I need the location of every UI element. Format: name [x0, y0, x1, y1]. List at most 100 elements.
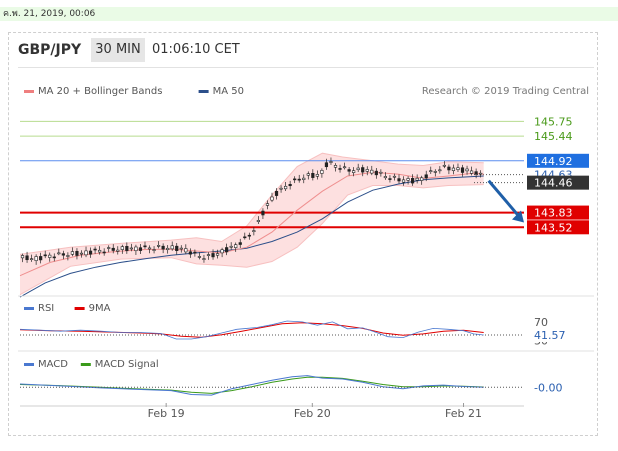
candle-body: [469, 170, 474, 174]
candle-body: [356, 167, 360, 171]
candle-body: [415, 177, 419, 181]
candle-body: [111, 247, 115, 251]
candle-body: [352, 170, 356, 173]
candle-body: [279, 187, 283, 190]
rsi-legend-swatch-0: [24, 307, 34, 310]
candle-body: [61, 253, 65, 256]
candle-body: [460, 167, 465, 173]
candle-body: [465, 168, 469, 172]
candle-body: [107, 247, 111, 249]
bollinger-upper-line: [19, 152, 484, 255]
candle-body: [451, 167, 456, 171]
level-label-6: 143.52: [534, 221, 573, 234]
credit-label: Research © 2019 Trading Central: [422, 86, 589, 97]
candle-body: [206, 254, 211, 256]
candle-body: [120, 246, 124, 250]
forecast-arrow-shaft: [487, 179, 522, 219]
candle-body: [25, 255, 29, 261]
candle-body: [215, 253, 220, 256]
x-tick-label-1: Feb 20: [294, 407, 331, 420]
candle-body: [447, 166, 451, 171]
candle-body: [406, 178, 410, 181]
candle-body: [70, 251, 75, 255]
candle-body: [143, 245, 147, 248]
candle-body: [20, 255, 25, 259]
candle-body: [43, 254, 47, 257]
candle-body: [247, 234, 251, 237]
candle-body: [365, 169, 369, 172]
rsi-legend-swatch-1: [74, 307, 85, 310]
chart-frame: [8, 32, 598, 436]
macd-value-label: -0.00: [534, 381, 562, 394]
macd-legend-label-0: MACD: [38, 359, 68, 370]
candle-body: [193, 251, 197, 254]
candle-body: [374, 170, 378, 176]
ma50-line: [19, 175, 484, 298]
candle-body: [474, 171, 478, 175]
macd-legend-swatch-0: [24, 363, 34, 366]
level-label-4: 144.46: [534, 177, 573, 190]
candle-body: [479, 172, 483, 175]
candle-body: [48, 254, 52, 258]
candle-body: [93, 248, 97, 251]
candle-body: [456, 167, 460, 170]
candle-body: [429, 170, 433, 172]
candle-body: [401, 179, 406, 183]
timeframe-button[interactable]: 30 MIN: [91, 38, 145, 62]
price-legend-label-0: MA 20 + Bollinger Bands: [38, 86, 162, 97]
rsi-legend-label-0: RSI: [38, 303, 54, 314]
candle-body: [361, 167, 365, 173]
candle-body: [379, 171, 383, 174]
candle-body: [225, 247, 229, 253]
level-box-5: [527, 205, 589, 220]
forecast-arrow-head: [512, 210, 524, 223]
candle-body: [324, 162, 329, 168]
candle-body: [338, 168, 342, 170]
candle-body: [315, 174, 319, 177]
candle-body: [34, 256, 38, 261]
candle-body: [397, 178, 401, 182]
candle-body: [134, 246, 138, 252]
level-box-6: [527, 220, 589, 235]
candle-body: [184, 248, 188, 253]
candle-body: [84, 250, 88, 256]
level-label-0: 145.75: [534, 115, 573, 128]
candle-body: [306, 173, 310, 176]
candle-body: [420, 177, 424, 181]
candle-body: [288, 184, 292, 187]
candle-body: [179, 247, 183, 250]
candle-body: [57, 252, 61, 255]
candle-body: [166, 247, 170, 251]
candle-body: [229, 245, 233, 248]
level-label-2: 144.92: [534, 155, 573, 168]
candle-body: [88, 250, 93, 255]
rsi-value-bg: [530, 328, 580, 343]
rsi-line: [19, 320, 484, 340]
candle-body: [147, 247, 152, 250]
level-box-2: [527, 153, 589, 168]
candle-body: [202, 258, 206, 260]
macd-signal-line: [19, 376, 484, 394]
candle-body: [411, 178, 415, 184]
candle-body: [129, 247, 133, 250]
candle-body: [347, 169, 351, 172]
currency-pair: GBP/JPY: [18, 42, 82, 58]
level-label-1: 145.44: [534, 130, 573, 143]
candle-body: [211, 253, 215, 258]
candle-body: [274, 190, 279, 196]
rsi-legend-label-1: 9MA: [89, 303, 111, 314]
candle-body: [265, 203, 270, 206]
candle-body: [383, 176, 388, 179]
candle-body: [197, 256, 202, 258]
candle-body: [116, 249, 120, 252]
candle-body: [252, 230, 256, 233]
date-label: ค.พ. 21, 2019, 00:06: [3, 9, 96, 19]
candle-body: [438, 169, 442, 172]
candle-body: [29, 258, 34, 260]
candle-body: [234, 244, 238, 248]
level-box-4: [527, 175, 589, 190]
candle-body: [125, 246, 129, 252]
candle-body: [370, 169, 374, 174]
rsi-value-label: 41.57: [534, 329, 566, 342]
